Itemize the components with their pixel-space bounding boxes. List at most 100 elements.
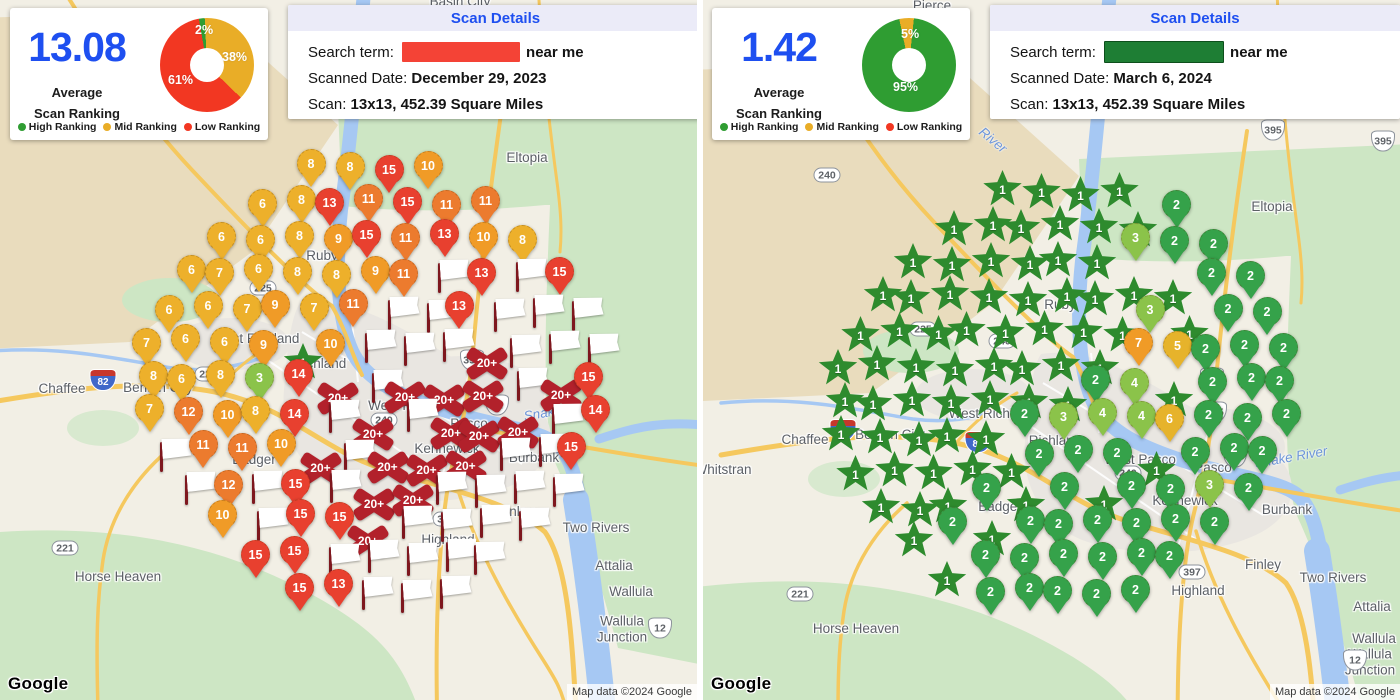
rank-marker[interactable]: 18 [368, 539, 402, 575]
rank-marker[interactable]: 10 [413, 151, 443, 180]
rank-marker[interactable]: 7 [205, 258, 234, 287]
rank-marker[interactable]: 10 [266, 429, 296, 458]
rank-marker[interactable]: 11 [471, 186, 500, 215]
rank-marker[interactable]: 13 [430, 219, 459, 248]
rank-marker[interactable]: 9 [249, 330, 278, 359]
rank-marker[interactable]: 2 [1236, 261, 1265, 290]
rank-marker[interactable]: 6 [248, 189, 277, 218]
rank-marker[interactable]: 13 [315, 188, 344, 217]
rank-marker[interactable]: 2 [1219, 433, 1249, 462]
rank-marker[interactable]: 2 [1102, 438, 1132, 467]
rank-marker[interactable]: 5 [1163, 331, 1192, 360]
rank-marker[interactable]: 6 [167, 364, 196, 393]
rank-marker[interactable]: 12 [214, 470, 243, 499]
rank-marker[interactable]: 8 [206, 360, 235, 389]
rank-marker[interactable]: 2 [1083, 505, 1112, 534]
rank-marker[interactable]: 19 [407, 542, 441, 578]
rank-marker[interactable]: 2 [1050, 472, 1079, 501]
rank-marker[interactable]: 17 [404, 332, 438, 368]
rank-marker[interactable]: 18 [572, 297, 606, 333]
rank-marker[interactable]: 14 [284, 359, 313, 388]
rank-marker[interactable]: 6 [207, 222, 236, 251]
rank-marker[interactable]: 2 [1063, 435, 1093, 464]
rank-marker[interactable]: 19 [510, 334, 544, 370]
rank-marker[interactable]: 2 [1272, 399, 1301, 428]
rank-marker[interactable]: 2 [1015, 573, 1044, 602]
rank-marker[interactable]: 2 [1237, 363, 1266, 392]
rank-marker[interactable]: 8 [335, 152, 365, 181]
rank-marker[interactable]: 3 [1135, 295, 1165, 324]
rank-marker[interactable]: 16 [549, 330, 583, 366]
rank-marker[interactable]: 2 [938, 507, 967, 536]
rank-marker[interactable]: 7 [1124, 328, 1153, 357]
rank-marker[interactable]: 2 [1197, 258, 1226, 287]
rank-marker[interactable]: 6 [246, 225, 275, 254]
rank-marker[interactable]: 15 [241, 540, 270, 569]
rank-marker[interactable]: 7 [232, 294, 262, 323]
rank-marker[interactable]: 2 [1043, 576, 1072, 605]
rank-marker[interactable]: 9 [324, 224, 353, 253]
rank-marker[interactable]: 6 [193, 291, 223, 320]
rank-marker[interactable]: 9 [260, 290, 290, 319]
rank-marker[interactable]: 19 [402, 505, 436, 541]
rank-marker[interactable]: 3 [1121, 223, 1150, 252]
google-logo[interactable]: Google [711, 674, 772, 693]
rank-marker[interactable]: 11 [227, 433, 257, 462]
rank-marker[interactable]: 15 [286, 499, 315, 528]
rank-marker[interactable]: 2 [1265, 366, 1294, 395]
rank-marker[interactable]: 17 [474, 541, 508, 577]
rank-marker[interactable]: 16 [362, 576, 396, 612]
rank-marker[interactable]: 19 [440, 575, 474, 611]
rank-marker[interactable]: 13 [467, 258, 496, 287]
rank-marker[interactable]: 2 [1016, 506, 1045, 535]
rank-marker[interactable]: 11 [188, 430, 218, 459]
rank-marker[interactable]: 8 [139, 361, 168, 390]
rank-marker[interactable]: 2 [971, 540, 1000, 569]
rank-marker[interactable]: 4 [1088, 398, 1117, 427]
rank-marker[interactable]: 2 [1200, 507, 1229, 536]
rank-marker[interactable]: 15 [374, 155, 404, 184]
rank-marker[interactable]: 2 [1117, 471, 1146, 500]
rank-marker[interactable]: 2 [1234, 473, 1263, 502]
rank-marker[interactable]: 10 [469, 222, 498, 251]
rank-marker[interactable]: 2 [1247, 436, 1277, 465]
rank-marker[interactable]: 2 [1160, 226, 1189, 255]
rank-marker[interactable]: 8 [285, 221, 314, 250]
rank-marker[interactable]: 13 [324, 569, 353, 598]
rank-marker[interactable]: 10 [208, 500, 237, 529]
rank-marker[interactable]: 2 [1233, 403, 1262, 432]
rank-marker[interactable]: 2 [1082, 579, 1111, 608]
rank-marker[interactable]: 6 [210, 327, 239, 356]
rank-marker[interactable]: 17 [365, 329, 399, 365]
rank-marker[interactable]: 14 [280, 399, 309, 428]
rank-marker[interactable]: 2 [1213, 294, 1243, 323]
rank-marker[interactable]: 7 [299, 293, 329, 322]
rank-marker[interactable]: 2 [1127, 538, 1156, 567]
rank-marker[interactable]: 2 [1194, 400, 1223, 429]
rank-marker[interactable]: 15 [285, 573, 314, 602]
rank-marker[interactable]: 6 [244, 254, 273, 283]
rank-marker[interactable]: 8 [241, 396, 270, 425]
rank-marker[interactable]: 2 [1199, 229, 1228, 258]
rank-marker[interactable]: 2 [1024, 439, 1054, 468]
map-panel-after[interactable]: PierceEltopiaRubyWest RichlandBenton Cit… [703, 0, 1400, 700]
rank-marker[interactable]: 3 [245, 363, 274, 392]
rank-marker[interactable]: 2 [1010, 543, 1039, 572]
rank-marker[interactable]: 2 [1230, 330, 1259, 359]
rank-marker[interactable]: 2 [1162, 190, 1191, 219]
rank-marker[interactable]: 2 [1156, 474, 1185, 503]
rank-marker[interactable]: 17 [436, 471, 470, 507]
rank-marker[interactable]: 2 [1252, 297, 1282, 326]
rank-marker[interactable]: 2 [1191, 334, 1220, 363]
rank-marker[interactable]: 7 [135, 394, 164, 423]
rank-marker[interactable]: 18 [500, 437, 534, 473]
rank-marker[interactable]: 15 [556, 432, 586, 461]
rank-marker[interactable]: 4 [1127, 401, 1156, 430]
rank-marker[interactable]: 13 [444, 291, 474, 320]
rank-marker[interactable]: 2 [1269, 333, 1298, 362]
rank-marker[interactable]: 14 [581, 395, 610, 424]
rank-marker[interactable]: 8 [322, 260, 351, 289]
rank-marker[interactable]: 15 [280, 536, 309, 565]
rank-marker[interactable]: 11 [432, 190, 461, 219]
google-logo[interactable]: Google [8, 674, 69, 693]
